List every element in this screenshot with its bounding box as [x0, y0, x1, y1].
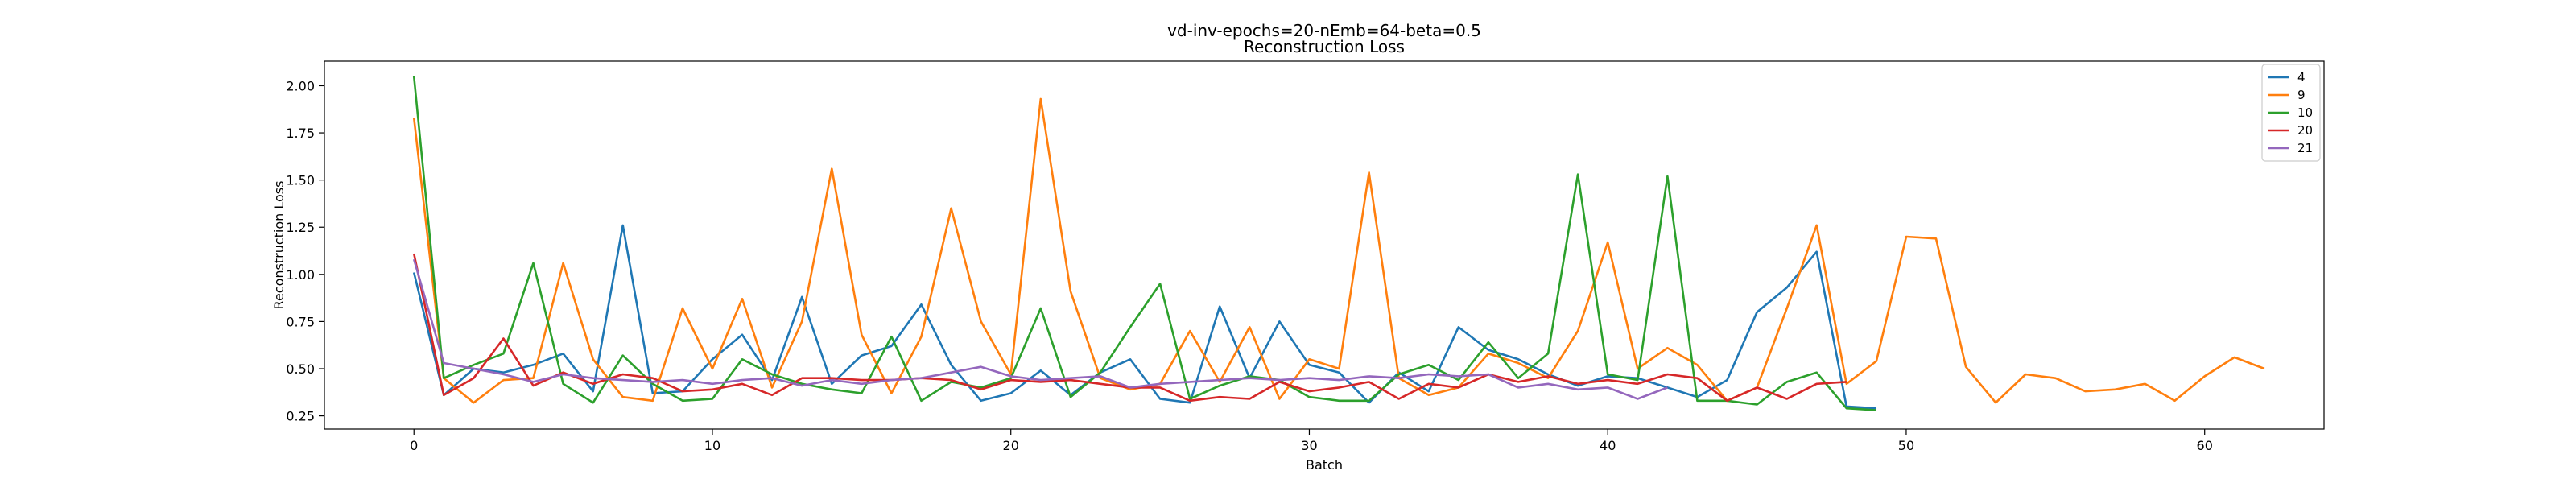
x-tick-label: 0 — [410, 438, 418, 453]
series-line-4 — [412, 224, 1876, 410]
y-tick-label: 2.00 — [286, 78, 315, 93]
y-axis: 0.25 0.50 0.75 1.00 1.25 1.50 1.75 2.00 — [286, 78, 324, 424]
chart-title: vd-inv-epochs=20-nEmb=64-beta=0.5 — [1167, 21, 1481, 40]
plot-frame — [324, 60, 2325, 430]
y-tick-label: 1.00 — [286, 267, 315, 283]
x-tick-label: 50 — [1898, 438, 1914, 453]
y-tick-label: 1.25 — [286, 220, 315, 235]
plot-area — [324, 60, 2325, 430]
series-line-10 — [412, 76, 1876, 411]
x-tick-label: 30 — [1301, 438, 1317, 453]
y-tick-label: 0.25 — [286, 409, 315, 424]
x-tick-label: 10 — [704, 438, 720, 453]
x-tick-label: 20 — [1003, 438, 1019, 453]
series-line-21 — [412, 258, 1668, 400]
series-line-9 — [412, 97, 2265, 404]
y-tick-label: 0.50 — [286, 361, 315, 377]
y-tick-label: 1.50 — [286, 173, 315, 188]
x-axis: 0 10 20 30 40 50 60 — [410, 429, 2213, 453]
series-layer — [412, 76, 2265, 411]
y-tick-label: 0.75 — [286, 314, 315, 329]
legend-label: 21 — [2297, 141, 2313, 155]
y-axis-title: Reconstruction Loss — [271, 181, 287, 310]
x-tick-label: 60 — [2197, 438, 2213, 453]
x-axis-title: Batch — [1306, 457, 1343, 473]
legend-box — [2261, 64, 2321, 162]
y-tick-label: 1.75 — [286, 126, 315, 141]
legend-label: 20 — [2297, 123, 2313, 138]
x-tick-label: 40 — [1600, 438, 1616, 453]
legend-label: 4 — [2297, 70, 2306, 85]
legend: 4 9 10 20 21 — [2261, 64, 2321, 162]
legend-label: 10 — [2297, 105, 2313, 120]
legend-label: 9 — [2297, 88, 2306, 102]
chart-subtitle: Reconstruction Loss — [1244, 37, 1405, 56]
